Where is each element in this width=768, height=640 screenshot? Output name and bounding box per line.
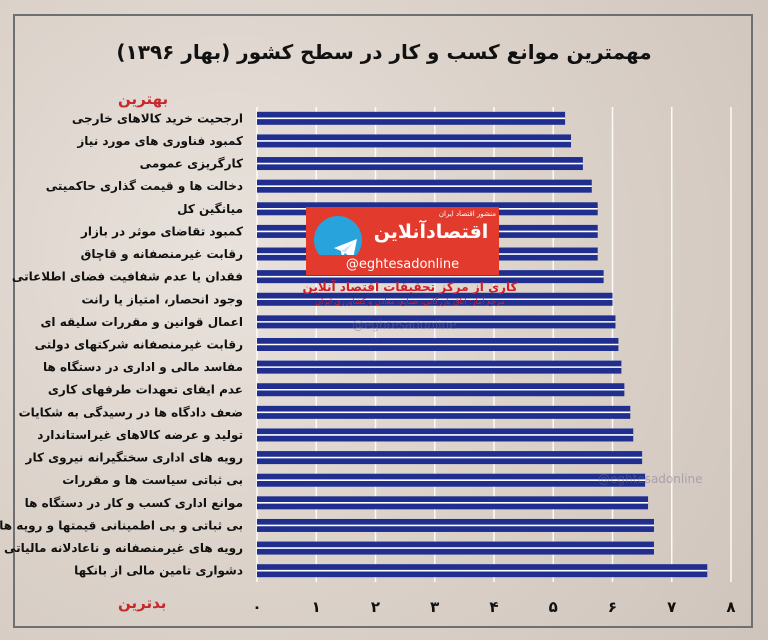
category-label: اعمال قوانین و مقررات سلیقه ای [40, 315, 243, 330]
source-line: مرجع آمار: اتاق بازرگانی، صنایع، معادن و… [315, 297, 505, 306]
category-label: کمبود تقاضای موثر در بازار [80, 224, 243, 239]
category-label: میانگین کل [177, 202, 243, 216]
brand-handle: @eghtesadonline [306, 255, 499, 275]
brand-name: اقتصادآنلاین [373, 221, 489, 243]
category-label: عدم ایفای تعهدات طرفهای کاری [48, 383, 243, 398]
x-tick-label: ۰ [252, 598, 261, 616]
x-tick-label: ۴ [489, 598, 498, 616]
category-label: ارجحیت خرید کالاهای خارجی [72, 111, 243, 125]
category-label: دخالت ها و قیمت گذاری حاکمیتی [46, 179, 243, 194]
watermark: @eghtesadonline [598, 472, 703, 486]
category-label: وجود انحصار، امتیاز یا رانت [81, 292, 243, 307]
category-label: رویه های اداری سختگیرانه نیروی کار [25, 451, 244, 466]
category-label: کارگریزی عمومی [140, 157, 243, 172]
category-label: کمبود فناوری های مورد نیاز [76, 134, 243, 149]
category-label: تولید و عرضه کالاهای غیراستاندارد [37, 428, 243, 443]
category-label: بی ثباتی و بی اطمینانی قیمتها و رویه ها [0, 518, 243, 533]
category-label: موانع اداری کسب و کار در دستگاه ها [25, 496, 243, 511]
best-label: بهترین [118, 90, 169, 108]
x-tick-label: ۸ [726, 598, 735, 616]
x-tick-label: ۶ [608, 598, 617, 616]
credit-line: کاری از مرکز تحقیقات اقتصاد آنلاین [302, 280, 518, 294]
brand-small-text: منشور اقتصاد ایران [438, 210, 496, 218]
watermark: @eghtesadonline [352, 318, 457, 332]
worst-label: بدترین [118, 594, 167, 612]
category-label: بی ثباتی سیاست ها و مقررات [62, 473, 243, 488]
category-label: رقابت غیرمنصفانه و قاچاق [81, 247, 243, 262]
category-label: دشواری تامین مالی از بانکها [74, 564, 243, 579]
frame-border [13, 14, 753, 628]
x-tick-label: ۵ [549, 598, 558, 616]
category-label: فقدان یا عدم شفافیت فضای اطلاعاتی [12, 270, 243, 285]
x-tick-label: ۳ [430, 598, 439, 616]
category-label: رویه های غیرمنصفانه و ناعادلانه مالیاتی [4, 541, 243, 556]
x-tick-label: ۷ [667, 598, 676, 616]
category-label: مفاسد مالی و اداری در دستگاه ها [43, 360, 243, 375]
x-tick-label: ۲ [371, 598, 380, 616]
chart-title: مهمترین موانع کسب و کار در سطح کشور (بها… [116, 40, 652, 64]
category-label: رقابت غیرمنصفانه شرکتهای دولتی [35, 338, 243, 353]
category-label: ضعف دادگاه ها در رسیدگی به شکایات [19, 405, 243, 419]
x-tick-label: ۱ [312, 598, 321, 616]
